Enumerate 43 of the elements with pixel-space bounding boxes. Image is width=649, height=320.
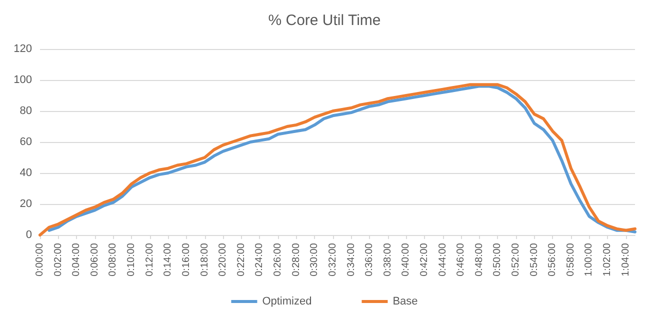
x-tick-label: 0:16:00 [180, 242, 192, 276]
y-tick-label: 80 [20, 105, 32, 117]
x-tick-label: 0:26:00 [272, 242, 284, 276]
x-tick-label: 0:56:00 [547, 242, 558, 276]
x-tick-label: 0:10:00 [126, 242, 138, 276]
x-tick-label: 0:52:00 [510, 242, 522, 276]
x-tick-label: 0:28:00 [290, 242, 302, 276]
x-tick-label: 0:22:00 [236, 242, 247, 276]
legend-label: Base [392, 296, 418, 308]
y-tick-label: 0 [26, 229, 32, 241]
x-tick-label: 0:18:00 [199, 242, 210, 276]
x-tick-label: 0:04:00 [71, 242, 82, 276]
x-tick-label: 0:08:00 [108, 242, 119, 276]
x-tick-label: 0:00:00 [34, 242, 46, 276]
x-tick-label: 0:38:00 [382, 242, 394, 276]
x-tick-label: 0:24:00 [254, 242, 266, 276]
x-tick-label: 0:34:00 [346, 242, 357, 276]
y-tick-label: 120 [14, 43, 32, 55]
x-tick-label: 1:00:00 [584, 242, 595, 276]
x-tick-label: 0:40:00 [400, 242, 412, 276]
x-tick-label: 0:42:00 [418, 242, 430, 276]
x-tick-label: 0:50:00 [492, 242, 504, 276]
x-tick-label: 0:48:00 [474, 242, 485, 276]
x-tick-label: 0:02:00 [52, 242, 64, 276]
x-tick-label: 1:04:00 [620, 242, 632, 276]
x-tick-label: 0:32:00 [327, 242, 338, 276]
x-tick-label: 0:44:00 [437, 242, 448, 276]
x-tick-label: 1:02:00 [602, 242, 614, 276]
chart-title: % Core Util Time [268, 12, 381, 29]
y-tick-label: 100 [14, 74, 32, 86]
x-tick-label: 0:30:00 [309, 242, 320, 276]
legend-label: Optimized [262, 296, 312, 308]
x-tick-label: 0:46:00 [456, 242, 467, 276]
x-tick-label: 0:20:00 [218, 242, 229, 276]
x-tick-label: 0:12:00 [144, 242, 156, 276]
y-tick-label: 60 [20, 136, 32, 148]
x-tick-label: 0:06:00 [89, 242, 100, 276]
y-tick-label: 20 [20, 198, 32, 210]
x-tick-label: 0:36:00 [364, 242, 376, 276]
x-tick-label: 0:58:00 [565, 242, 576, 276]
x-tick-label: 0:54:00 [528, 242, 540, 276]
x-tick-label: 0:14:00 [162, 242, 174, 276]
y-tick-label: 40 [20, 167, 32, 179]
